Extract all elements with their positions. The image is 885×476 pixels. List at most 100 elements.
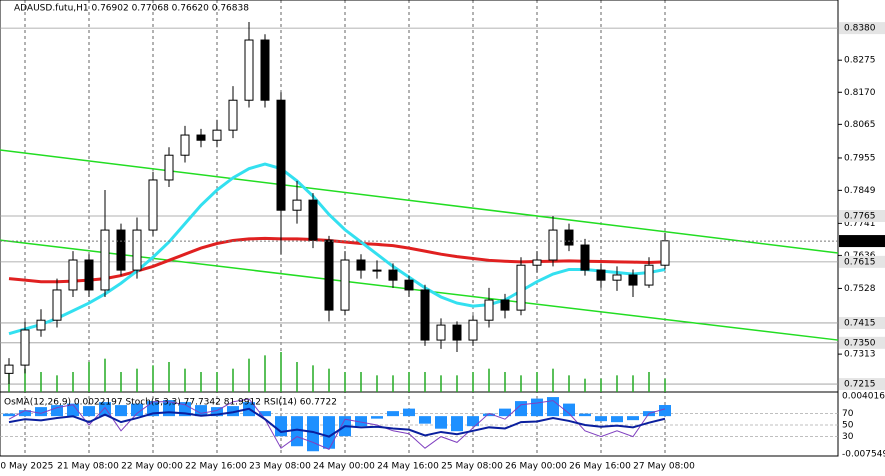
x-tick-label: 27 May 08:00 bbox=[633, 462, 695, 472]
candle-up bbox=[164, 154, 174, 181]
y-tick-label: 0.8275 bbox=[844, 56, 876, 66]
osma-bar bbox=[227, 406, 239, 417]
candle-up bbox=[292, 199, 302, 211]
candle-down bbox=[596, 269, 606, 281]
osma-bar bbox=[467, 416, 479, 427]
candle-down bbox=[324, 239, 334, 311]
osma-bar bbox=[51, 405, 63, 417]
osma-bar bbox=[131, 403, 143, 417]
osc-level-label: 30 bbox=[842, 432, 854, 442]
osma-bar bbox=[307, 416, 319, 452]
osma-bar bbox=[403, 408, 415, 417]
current-box bbox=[839, 235, 885, 248]
trendline bbox=[0, 149, 839, 254]
osc-level-label: 50 bbox=[842, 421, 854, 431]
x-tick-label: 21 May 08:00 bbox=[57, 462, 119, 472]
y-tick-label: 0.8065 bbox=[844, 120, 876, 130]
candle-up bbox=[548, 229, 558, 261]
osma-bar bbox=[275, 416, 287, 437]
osma-bar bbox=[115, 405, 127, 417]
candle-up bbox=[372, 269, 382, 272]
candle-up bbox=[52, 289, 62, 321]
candle-down bbox=[356, 259, 366, 271]
x-tick-label: 24 May 00:00 bbox=[313, 462, 375, 472]
candle-up bbox=[228, 99, 238, 131]
y-tick-label: 0.7955 bbox=[844, 153, 876, 163]
x-tick-label: 26 May 00:00 bbox=[505, 462, 567, 472]
candle-up bbox=[36, 319, 46, 331]
y-tick-label: 0.8170 bbox=[844, 88, 876, 98]
candle-up bbox=[532, 259, 542, 266]
line-series bbox=[8, 407, 666, 438]
osma-bar bbox=[611, 416, 623, 423]
candle-up bbox=[4, 364, 14, 374]
line-series bbox=[8, 398, 666, 451]
plot-frame bbox=[0, 0, 839, 457]
osma-bar bbox=[323, 416, 335, 449]
osma-bar bbox=[83, 406, 95, 417]
x-tick-label: 26 May 16:00 bbox=[569, 462, 631, 472]
osma-bar bbox=[499, 408, 511, 417]
candle-down bbox=[420, 289, 430, 341]
level-box bbox=[839, 210, 885, 223]
candle-up bbox=[660, 240, 670, 266]
osma-bar bbox=[547, 397, 559, 417]
osma-bar bbox=[35, 407, 47, 417]
candle-down bbox=[276, 99, 286, 211]
candle-up bbox=[180, 134, 190, 156]
x-tick-label: 25 May 08:00 bbox=[441, 462, 503, 472]
osma-tick-label: 0.0040163 bbox=[842, 392, 885, 402]
candle-up bbox=[612, 274, 622, 281]
level-box bbox=[839, 22, 885, 35]
y-tick-label: 0.7313 bbox=[844, 350, 876, 360]
candle-up bbox=[148, 179, 158, 231]
level-label: 0.7415 bbox=[844, 318, 876, 328]
level-label: 0.8380 bbox=[844, 24, 876, 34]
osma-bar bbox=[195, 405, 207, 417]
candle-up bbox=[212, 129, 222, 141]
osma-bar bbox=[531, 398, 543, 417]
osma-bar bbox=[3, 413, 15, 417]
candle-up bbox=[516, 264, 526, 311]
osma-bar bbox=[435, 416, 447, 429]
y-tick-label: 0.7849 bbox=[844, 186, 876, 196]
x-tick-label: 24 May 16:00 bbox=[377, 462, 439, 472]
osma-bar bbox=[67, 403, 79, 417]
candle-down bbox=[452, 324, 462, 341]
candle-up bbox=[484, 299, 494, 321]
level-label: 0.7350 bbox=[844, 338, 876, 348]
osma-bar bbox=[483, 413, 495, 417]
candle-down bbox=[564, 229, 574, 246]
candle-down bbox=[404, 279, 414, 291]
osma-bar bbox=[387, 411, 399, 417]
candle-down bbox=[260, 39, 270, 101]
indicator-label: OsMA(12,26,9) 0.0022197 Stoch(5,3,3) 77.… bbox=[4, 398, 337, 408]
candle-up bbox=[132, 229, 142, 271]
candle-up bbox=[68, 259, 78, 291]
candle-up bbox=[244, 39, 254, 101]
candle-down bbox=[628, 274, 638, 286]
candle-up bbox=[20, 329, 30, 366]
chart-title: ADAUSD.futu,H1 0.76902 0.77068 0.76620 0… bbox=[14, 4, 249, 14]
osma-bar bbox=[259, 411, 271, 417]
candle-down bbox=[116, 229, 126, 271]
candle-down bbox=[388, 269, 398, 281]
y-tick-label: 0.7741 bbox=[844, 219, 876, 229]
osma-bar bbox=[371, 416, 383, 419]
candle-down bbox=[308, 199, 318, 241]
level-box bbox=[839, 378, 885, 391]
level-label: 0.7215 bbox=[844, 380, 876, 390]
osma-bar bbox=[563, 403, 575, 417]
osma-bar bbox=[627, 416, 639, 421]
level-box bbox=[839, 336, 885, 349]
x-tick-label: 22 May 00:00 bbox=[121, 462, 183, 472]
osma-bar bbox=[19, 410, 31, 417]
x-tick-label: 20 May 2025 bbox=[0, 462, 53, 472]
current-label: 0.7683 bbox=[844, 237, 876, 247]
candle-down bbox=[580, 244, 590, 271]
candle-up bbox=[100, 229, 110, 291]
y-tick-label: 0.7528 bbox=[844, 284, 876, 294]
osma-bar bbox=[579, 413, 591, 417]
osma-bar bbox=[211, 407, 223, 417]
